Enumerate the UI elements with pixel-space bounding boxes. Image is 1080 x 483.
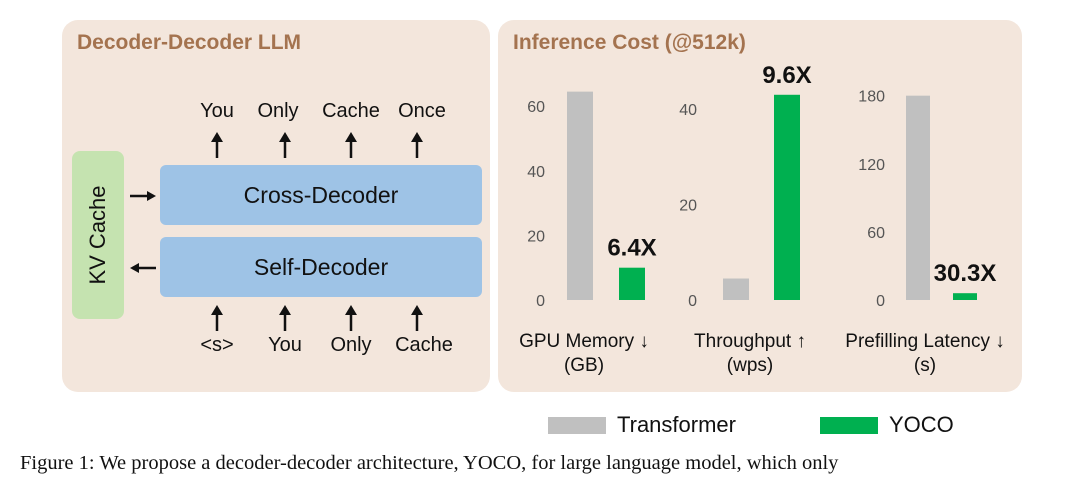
input-arrow-icon [279, 305, 291, 331]
legend-label-transformer: Transformer [617, 412, 736, 437]
input-token: Only [330, 334, 372, 356]
y-tick-label: 120 [858, 157, 885, 174]
speedup-annotation: 30.3X [934, 260, 997, 287]
architecture-panel-title: Decoder-Decoder LLM [77, 31, 302, 54]
inference-cost-title: Inference Cost (@512k) [513, 31, 746, 54]
y-tick-label: 20 [679, 198, 697, 215]
kv-cache-block: KV Cache [72, 151, 124, 319]
self-decoder-label: Self-Decoder [253, 253, 389, 280]
y-tick-label: 40 [527, 164, 545, 181]
cross-decoder-label: Cross-Decoder [243, 181, 399, 208]
y-tick-label: 40 [679, 102, 697, 119]
output-arrow-icon [279, 132, 291, 158]
speedup-annotation: 9.6X [762, 62, 811, 89]
bar-transformer [567, 91, 593, 300]
bar-yoco [619, 267, 645, 300]
output-arrow-icon [345, 132, 357, 158]
input-token: Cache [395, 334, 453, 356]
input-token: <s> [200, 334, 234, 356]
chart-xlabel-line: (s) [913, 355, 937, 376]
input-arrow-icon [345, 305, 357, 331]
output-arrow-icon [411, 132, 423, 158]
input-arrow-icon [211, 305, 223, 331]
y-tick-label: 180 [858, 89, 885, 106]
kv-to-cross-arrow [130, 191, 156, 201]
chart-xlabel-line: Prefilling Latency ↓ [845, 331, 1005, 352]
output-token: Cache [322, 100, 380, 122]
chart-xlabel-line: Throughput ↑ [694, 331, 806, 352]
legend-label-yoco: YOCO [889, 412, 954, 437]
output-arrow-icon [211, 132, 223, 158]
bar-transformer [906, 95, 930, 300]
speedup-annotation: 6.4X [607, 235, 656, 262]
chart-xlabel-line: GPU Memory ↓ [519, 331, 649, 352]
figure-caption: Figure 1: We propose a decoder-decoder a… [20, 452, 839, 474]
legend-swatch-transformer [548, 417, 606, 434]
chart-xlabel-line: (wps) [726, 355, 774, 376]
y-tick-label: 0 [876, 293, 885, 310]
chart-xlabel: Throughput ↑ (wps) [670, 330, 830, 378]
bar-yoco [953, 293, 977, 300]
self-decoder-block: Self-Decoder [160, 237, 482, 297]
y-tick-label: 60 [527, 99, 545, 116]
output-token: Once [398, 100, 446, 122]
y-tick-label: 60 [867, 225, 885, 242]
y-tick-label: 20 [527, 228, 545, 245]
chart-xlabel: GPU Memory ↓ (GB) [504, 330, 664, 378]
output-token: Only [257, 100, 299, 122]
input-arrow-icon [411, 305, 423, 331]
input-token: You [268, 334, 302, 356]
bar-yoco [774, 94, 800, 300]
output-token: You [200, 100, 234, 122]
y-tick-label: 0 [688, 293, 697, 310]
chart-xlabel: Prefilling Latency ↓ (s) [845, 330, 1005, 378]
cross-decoder-block: Cross-Decoder [160, 165, 482, 225]
y-tick-label: 0 [536, 293, 545, 310]
self-to-kv-arrow [130, 263, 156, 273]
bar-transformer [723, 278, 749, 300]
chart-xlabel-line: (GB) [563, 355, 605, 376]
legend-swatch-yoco [820, 417, 878, 434]
